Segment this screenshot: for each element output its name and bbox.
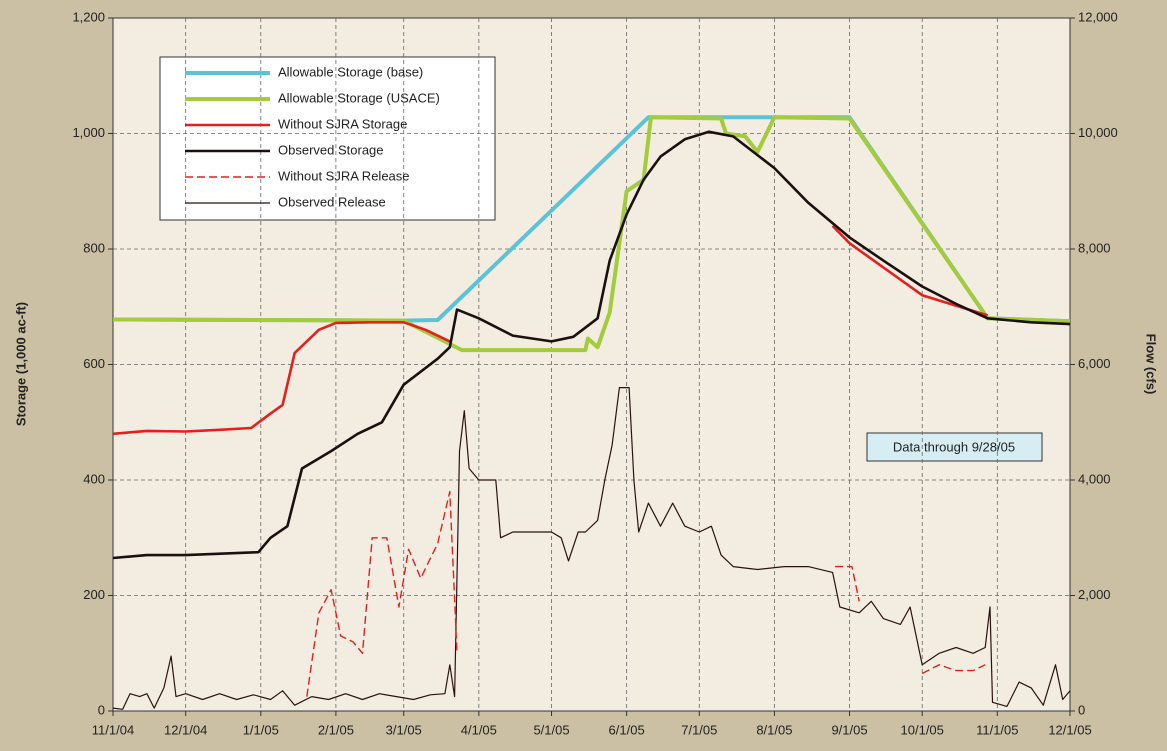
- legend-label: Allowable Storage (base): [278, 64, 423, 79]
- y-tick-label: 800: [83, 240, 105, 255]
- line-series: [112, 224, 988, 436]
- annotation: Data through 9/28/05: [893, 439, 1015, 454]
- line-series: [112, 387, 1071, 710]
- y-tick-label: 200: [83, 587, 105, 602]
- x-tick-label: 1/1/05: [243, 722, 279, 737]
- x-tick-label: 5/1/05: [533, 722, 569, 737]
- y2-axis-label: Flow (cfs): [1144, 334, 1159, 395]
- y-tick-label: 0: [98, 702, 105, 717]
- y-tick-label: 400: [83, 471, 105, 486]
- y2-tick-label: 0: [1078, 702, 1085, 717]
- x-tick-label: 10/1/05: [901, 722, 944, 737]
- y2-tick-label: 6,000: [1078, 356, 1111, 371]
- y-tick-label: 600: [83, 356, 105, 371]
- y2-tick-label: 10,000: [1078, 125, 1118, 140]
- x-tick-label: 2/1/05: [318, 722, 354, 737]
- legend-label: Allowable Storage (USACE): [278, 90, 440, 105]
- x-tick-label: 12/1/04: [164, 722, 207, 737]
- x-tick-label: 12/1/05: [1048, 722, 1091, 737]
- legend: [159, 56, 496, 221]
- legend-label: Observed Storage: [278, 142, 384, 157]
- line-series: [112, 115, 1071, 353]
- x-tick-label: 3/1/05: [386, 722, 422, 737]
- y2-tick-label: 2,000: [1078, 587, 1111, 602]
- y2-tick-label: 4,000: [1078, 471, 1111, 486]
- annotation-box: [866, 432, 1043, 462]
- x-tick-label: 11/1/04: [92, 722, 134, 737]
- x-tick-label: 11/1/05: [976, 722, 1018, 737]
- y2-tick-label: 12,000: [1078, 9, 1118, 24]
- y-tick-label: 1,200: [72, 9, 105, 24]
- legend-label: Without SJRA Storage: [278, 116, 407, 131]
- x-tick-label: 6/1/05: [609, 722, 645, 737]
- y-tick-label: 1,000: [72, 125, 105, 140]
- legend-label: Observed Release: [278, 194, 386, 209]
- y2-tick-label: 8,000: [1078, 240, 1111, 255]
- legend-label: Without SJRA Release: [278, 168, 410, 183]
- line-series: [306, 490, 986, 697]
- x-tick-label: 8/1/05: [756, 722, 792, 737]
- x-tick-label: 9/1/05: [831, 722, 867, 737]
- x-tick-label: 7/1/05: [681, 722, 717, 737]
- y-axis-label: Storage (1,000 ac-ft): [13, 302, 28, 426]
- line-series: [112, 130, 1071, 560]
- x-tick-label: 4/1/05: [461, 722, 497, 737]
